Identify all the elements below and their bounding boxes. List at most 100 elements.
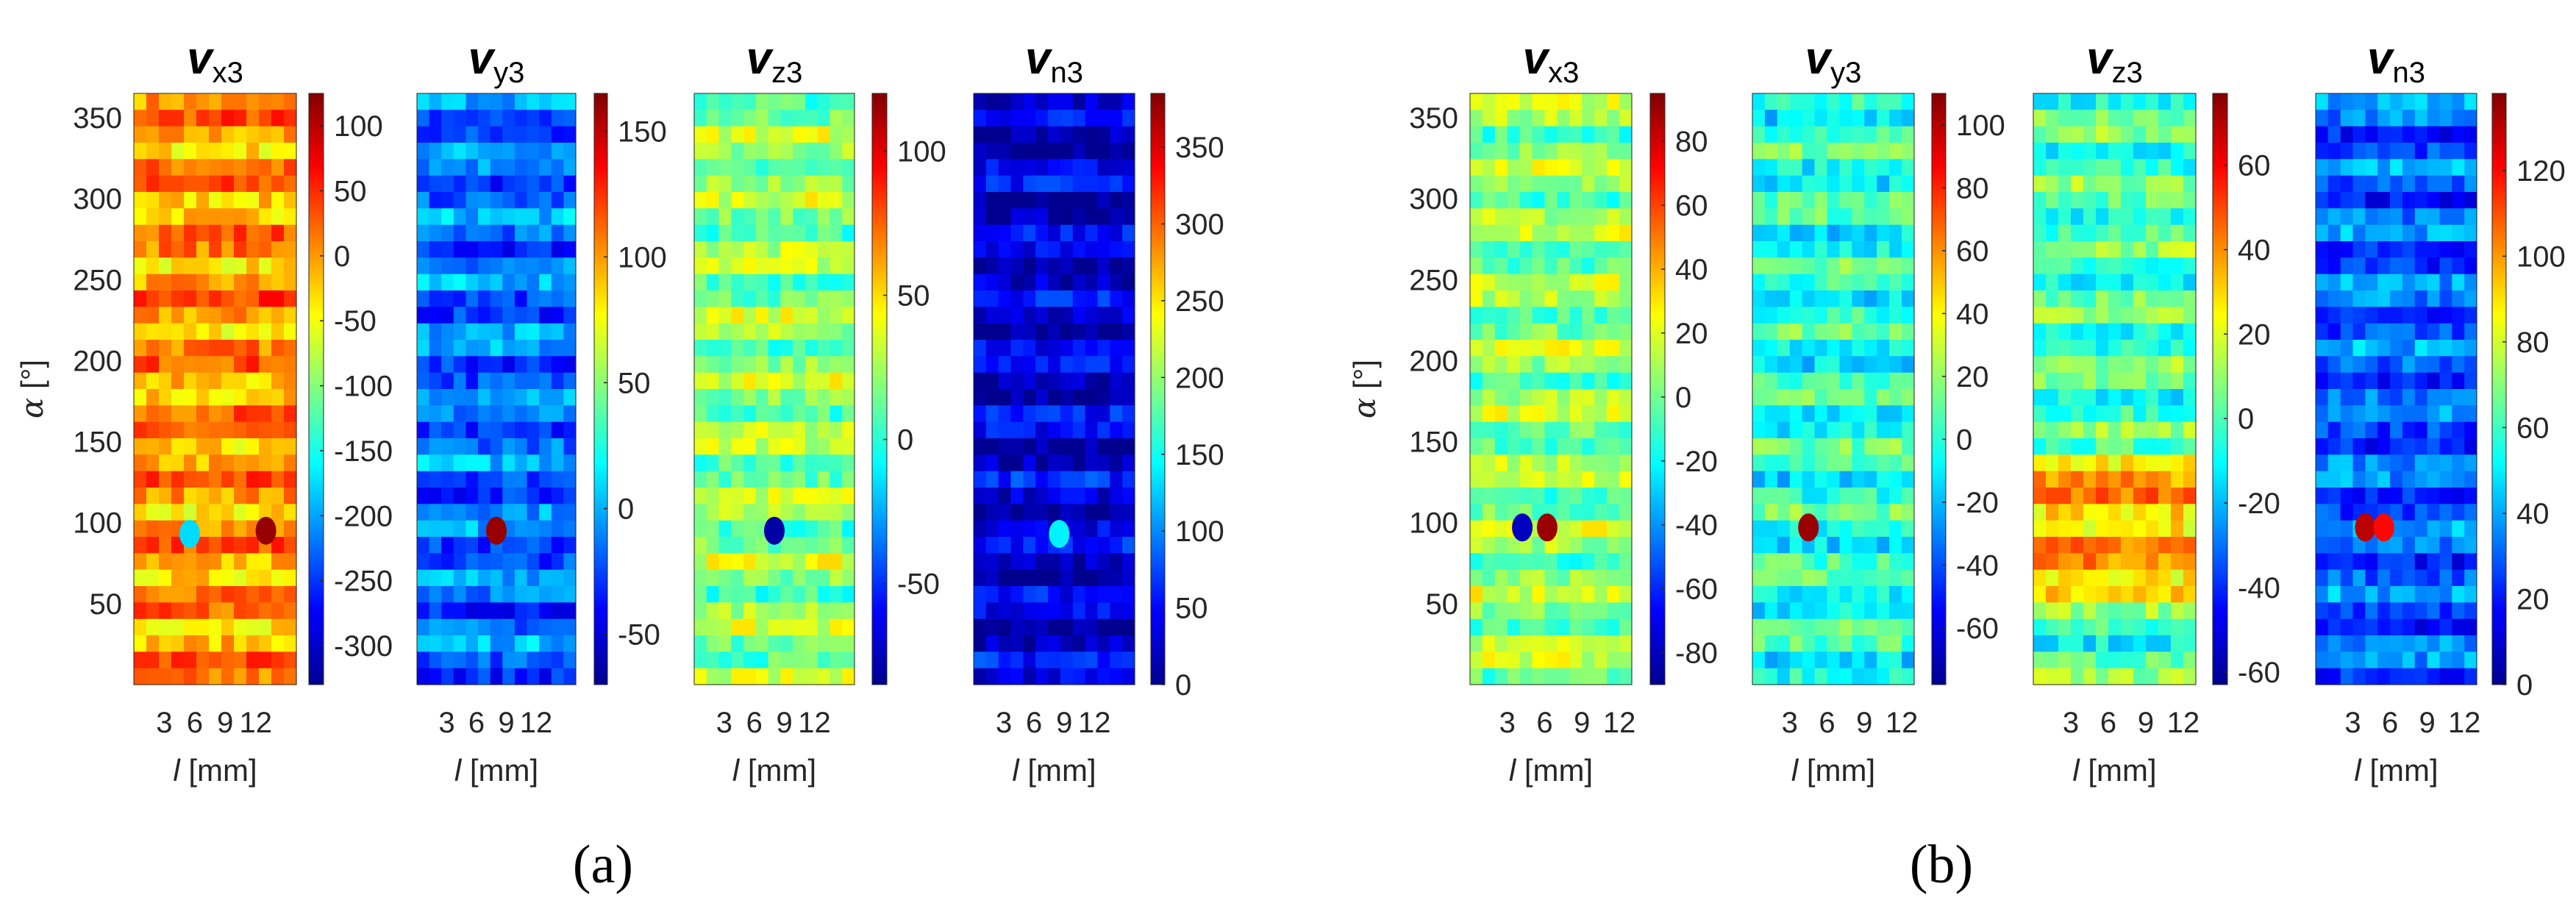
heatmap-cell [842,110,855,127]
heatmap-cell [502,175,515,193]
heatmap-cell [246,421,260,439]
heatmap-cell [1902,126,1915,143]
heatmap-cell [2146,635,2159,652]
heatmap-cell [2083,340,2097,357]
heatmap-cell [284,569,297,587]
heatmap-cell [514,307,528,324]
heatmap-cell [527,471,540,488]
heatmap-cell [1764,175,1778,193]
heatmap-cell [2033,421,2047,439]
heatmap-cell [1582,488,1595,504]
heatmap-cell [2352,454,2366,472]
heatmap-cell [465,586,479,603]
heatmap-cell [1569,389,1583,406]
heatmap-cell [2390,652,2403,669]
heatmap-cell [2390,208,2403,226]
heatmap-cell [1594,224,1608,242]
heatmap-cell [2414,586,2428,603]
heatmap-cell [2033,569,2047,587]
heatmap-cell [985,340,999,357]
heatmap-cell [2146,257,2159,275]
heatmap-cell [1048,488,1061,504]
heatmap-cell [1852,323,1865,340]
heatmap-cell [1470,586,1483,603]
heatmap-cell [2183,488,2197,504]
heatmap-cell [184,192,197,209]
heatmap-cell [209,471,222,488]
x-tick-label: 3 [156,707,172,739]
heatmap-cell [2183,126,2197,143]
heatmap-cell [1023,208,1036,226]
colorbar-tick-label: -50 [334,305,377,338]
heatmap-cell [755,93,769,110]
heatmap-cell [1582,208,1595,226]
heatmap-cell [1110,143,1123,160]
heatmap-cell [478,652,491,669]
heatmap-cell [502,274,515,291]
heatmap-cell [453,126,466,143]
heatmap-cell [1619,307,1633,324]
heatmap-cell [134,290,147,307]
heatmap-feature [179,520,200,549]
heatmap-cell [2146,372,2159,390]
heatmap-cell [2316,290,2329,307]
heatmap-cell [1470,307,1483,324]
heatmap-cell [2108,618,2122,636]
colorbar-tick-label: 80 [1675,126,1708,158]
heatmap-cell [2183,602,2197,620]
heatmap-cell [1789,488,1803,504]
heatmap-cell [998,159,1012,176]
heatmap-cell [134,405,147,423]
heatmap-cell [563,504,577,521]
heatmap-cell [527,635,540,652]
heatmap-cell [441,143,454,160]
heatmap-cell [146,126,160,143]
heatmap-cell [1877,159,1890,176]
heatmap-cell [429,537,442,554]
heatmap-cell [465,356,479,374]
heatmap-cell [2464,405,2477,423]
heatmap-cell [2158,340,2172,357]
heatmap-cell [1023,488,1036,504]
heatmap-cell [563,454,577,472]
heatmap-cell [1569,340,1583,357]
colorbar [871,93,888,685]
heatmap-cell [2071,618,2084,636]
heatmap-cell [743,602,757,620]
heatmap-cell [842,602,855,620]
heatmap-cell [2146,586,2159,603]
heatmap-cell [2439,208,2452,226]
heatmap-cell [1072,471,1086,488]
heatmap-cell [159,110,172,127]
heatmap-cell [694,372,707,390]
heatmap-cell [1619,372,1633,390]
y-tick-label: 150 [73,426,122,459]
heatmap-cell [2365,192,2378,209]
heatmap-cell [694,323,707,340]
heatmap-cell [2171,668,2184,685]
heatmap-cell [441,405,454,423]
heatmap-cell [1789,143,1803,160]
heatmap-cell [1010,652,1024,669]
heatmap-cell [998,569,1012,587]
heatmap-cell [706,668,720,685]
heatmap-cell [2365,569,2378,587]
heatmap-cell [2183,372,2197,390]
heatmap-cell [271,488,285,504]
x-axis-label-unit: [mm] [180,753,257,788]
heatmap-cell [284,652,297,669]
heatmap-cell [2046,208,2059,226]
heatmap-cell [209,405,222,423]
heatmap-cell [2439,668,2452,685]
heatmap-cell [2171,241,2184,258]
heatmap-cell [1827,652,1840,669]
heatmap-cell [1557,257,1570,275]
heatmap-cell [743,257,757,275]
heatmap-cell [2046,372,2059,390]
heatmap-cell [2046,126,2059,143]
heatmap-cell [718,586,732,603]
heatmap-cell [1557,488,1570,504]
heatmap-cell [829,159,843,176]
heatmap-cell [221,488,235,504]
